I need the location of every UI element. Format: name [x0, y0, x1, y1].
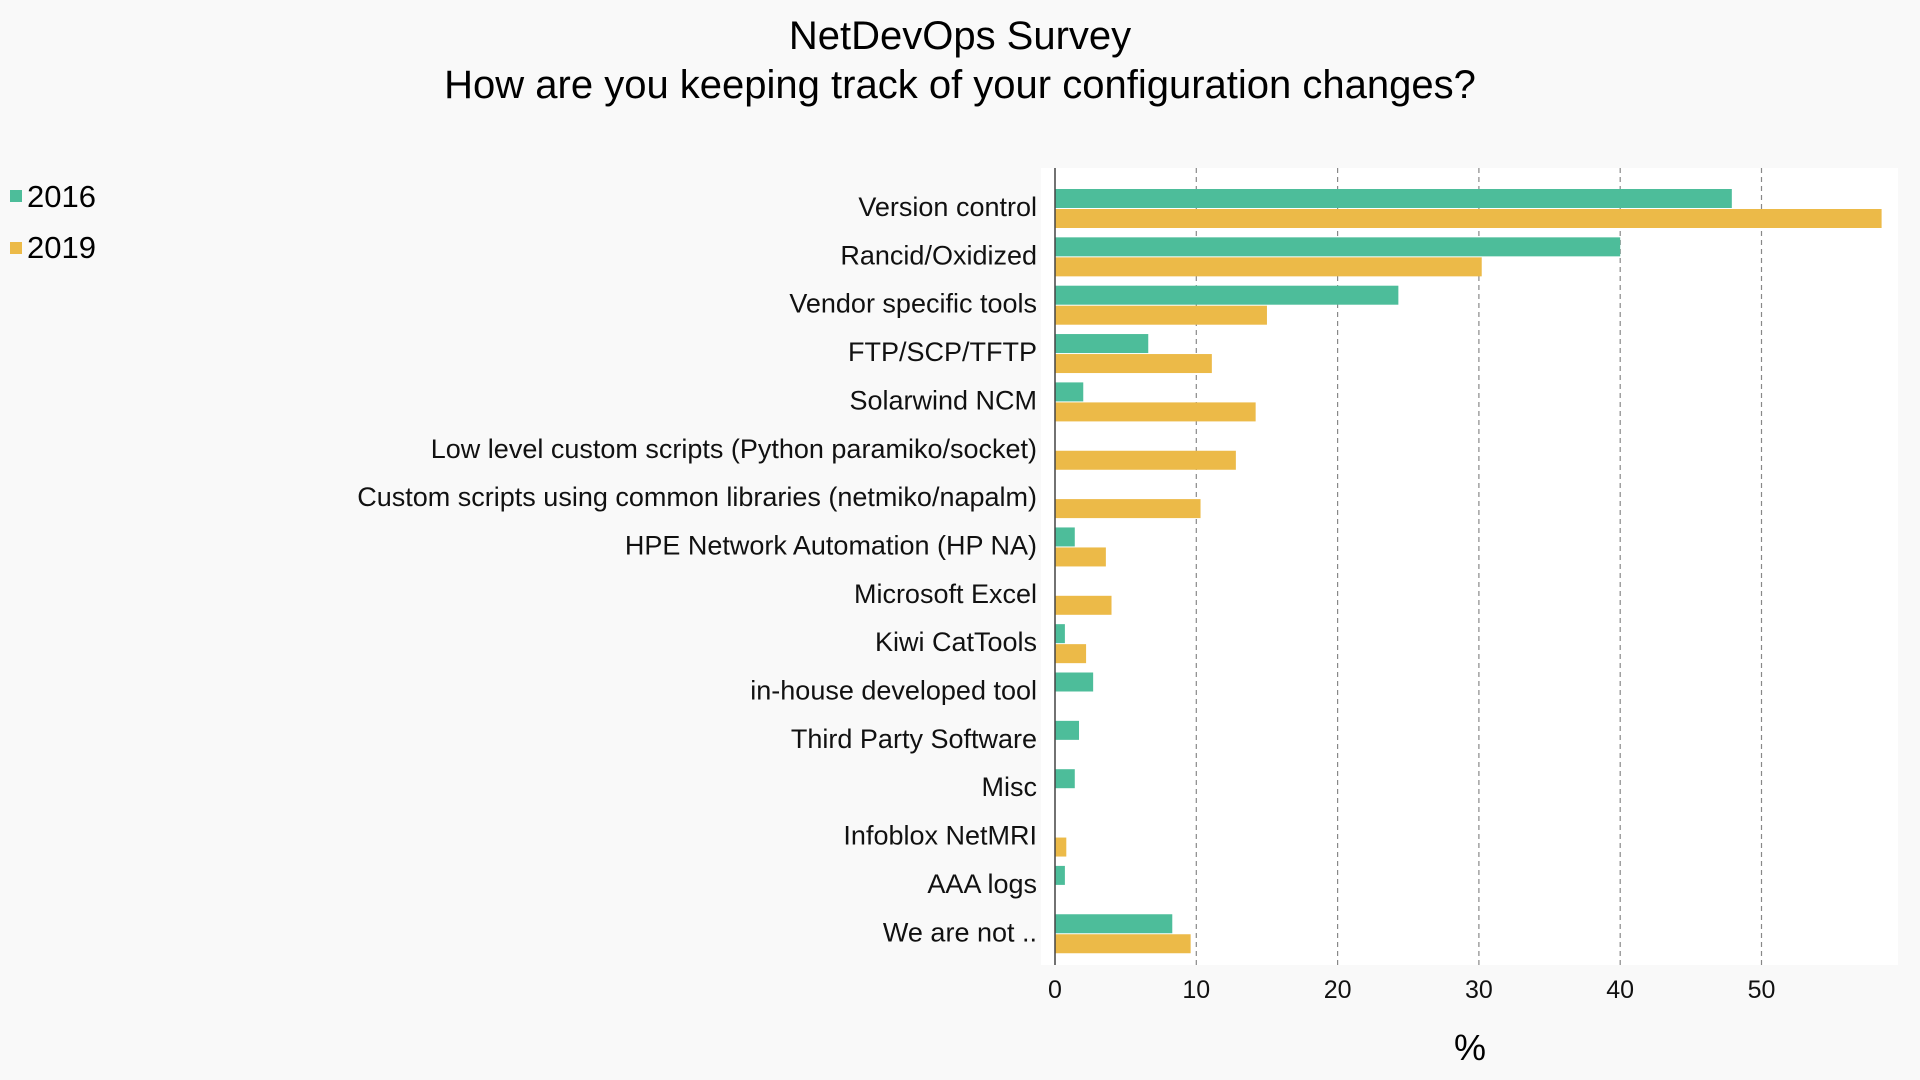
bar-2016 [1055, 672, 1094, 692]
legend-label-2016: 2016 [27, 179, 96, 214]
bar-2016 [1055, 527, 1075, 547]
bar-2019 [1055, 305, 1267, 325]
bar-2019 [1055, 595, 1112, 615]
chart-subtitle: How are you keeping track of your config… [444, 63, 1476, 107]
bars [1055, 189, 1882, 954]
x-tick-label: 20 [1324, 976, 1352, 1004]
category-label: Microsoft Excel [854, 579, 1037, 609]
bar-2019 [1055, 450, 1236, 470]
bar-2016 [1055, 624, 1065, 644]
bar-2019 [1055, 837, 1067, 857]
bar-2019 [1055, 547, 1106, 567]
legend-swatch-2019 [10, 242, 22, 254]
category-label: Misc [982, 772, 1038, 802]
x-tick-label: 50 [1748, 976, 1776, 1004]
bar-2019 [1055, 354, 1212, 374]
x-tick-label: 30 [1465, 976, 1493, 1004]
category-label: Custom scripts using common libraries (n… [357, 482, 1037, 512]
bar-2019 [1055, 499, 1201, 519]
category-label: in-house developed tool [750, 676, 1037, 706]
x-tick-label: 40 [1606, 976, 1634, 1004]
category-labels: Version control Rancid/Oxidized Vendor spe… [357, 192, 1037, 947]
bar-2016 [1055, 334, 1149, 354]
bar-2016 [1055, 189, 1732, 208]
bar-2019 [1055, 644, 1087, 664]
bar-2016 [1055, 720, 1080, 740]
category-label: HPE Network Automation (HP NA) [625, 530, 1037, 560]
bar-2016 [1055, 382, 1084, 402]
category-label: Rancid/Oxidized [840, 240, 1037, 270]
x-tick-label: 10 [1182, 976, 1210, 1004]
bar-2016 [1055, 769, 1075, 789]
category-label: Version control [858, 192, 1037, 222]
category-label: Third Party Software [791, 724, 1037, 754]
x-axis-title: % [1454, 1027, 1486, 1068]
category-label: FTP/SCP/TFTP [848, 337, 1037, 367]
grid-lines [1195, 168, 1763, 965]
bar-2019 [1055, 209, 1882, 228]
category-label: We are not .. [883, 917, 1037, 947]
category-label: Solarwind NCM [849, 385, 1037, 415]
x-tick-labels: 0 10 20 30 40 50 [1048, 976, 1775, 1004]
bar-2019 [1055, 257, 1482, 277]
bar-2019 [1055, 934, 1191, 954]
bar-2016 [1055, 914, 1173, 934]
bar-2019 [1055, 402, 1256, 422]
category-label: AAA logs [927, 869, 1037, 899]
category-label: Infoblox NetMRI [843, 821, 1037, 851]
category-label: Low level custom scripts (Python paramik… [431, 434, 1037, 464]
bar-2016 [1055, 237, 1621, 257]
category-label: Kiwi CatTools [875, 627, 1037, 657]
bar-2016 [1055, 285, 1399, 305]
legend: 2016 2019 [10, 179, 96, 265]
bar-2016 [1055, 865, 1065, 885]
category-label: Vendor specific tools [789, 289, 1037, 319]
legend-swatch-2016 [10, 190, 22, 202]
legend-label-2019: 2019 [27, 230, 96, 265]
x-tick-label: 0 [1048, 976, 1062, 1004]
chart-title: NetDevOps Survey [789, 14, 1131, 58]
